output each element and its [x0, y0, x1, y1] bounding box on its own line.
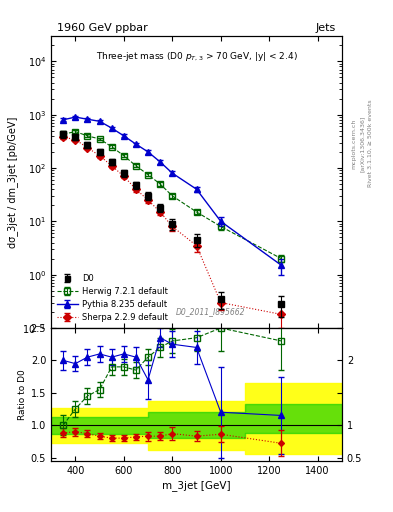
- Text: Jets: Jets: [316, 23, 336, 33]
- Text: 1960 GeV ppbar: 1960 GeV ppbar: [57, 23, 148, 33]
- Text: D0_2011_I895662: D0_2011_I895662: [176, 307, 246, 316]
- Text: Three-jet mass (D0 $p_{T,3}$ > 70 GeV, |y| < 2.4): Three-jet mass (D0 $p_{T,3}$ > 70 GeV, |…: [95, 51, 298, 63]
- Legend: D0, Herwig 7.2.1 default, Pythia 8.235 default, Sherpa 2.2.9 default: D0, Herwig 7.2.1 default, Pythia 8.235 d…: [53, 270, 171, 326]
- X-axis label: m_3jet [GeV]: m_3jet [GeV]: [162, 480, 231, 490]
- Y-axis label: dσ_3jet / dm_3jet [pb/GeV]: dσ_3jet / dm_3jet [pb/GeV]: [7, 116, 18, 248]
- Text: Rivet 3.1.10, ≥ 500k events: Rivet 3.1.10, ≥ 500k events: [367, 99, 373, 187]
- Text: [arXiv:1306.3436]: [arXiv:1306.3436]: [360, 115, 365, 172]
- Text: mcplots.cern.ch: mcplots.cern.ch: [352, 118, 357, 168]
- Y-axis label: Ratio to D0: Ratio to D0: [18, 369, 27, 420]
